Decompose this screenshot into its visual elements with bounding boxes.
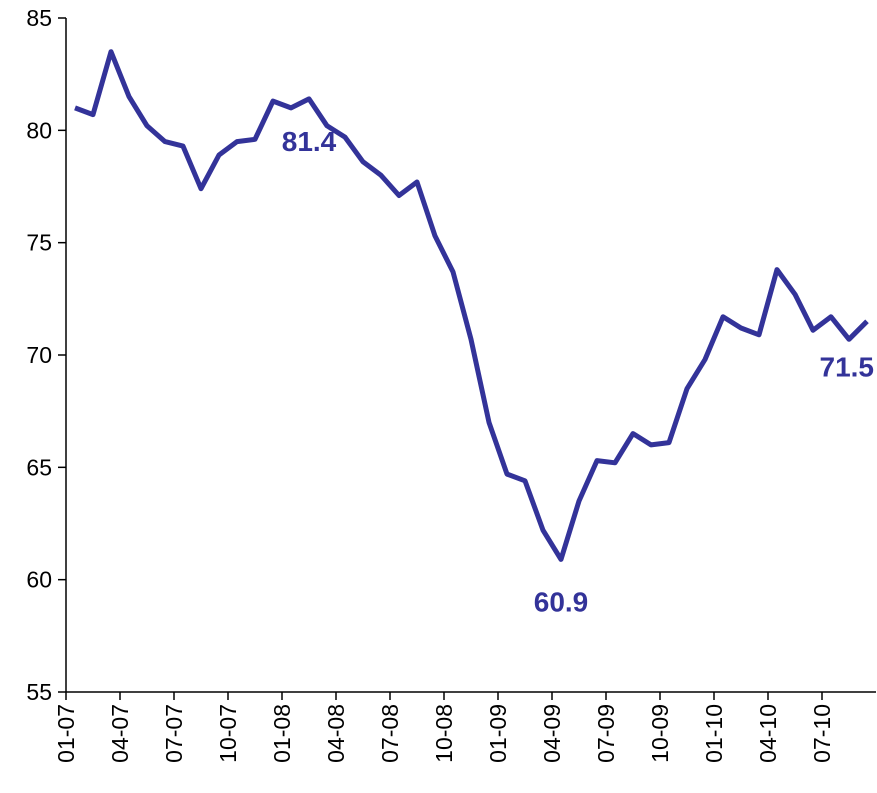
- x-tick-label: 01-09: [485, 704, 511, 763]
- y-tick-label: 80: [26, 117, 52, 143]
- y-tick-label: 55: [26, 679, 52, 705]
- x-tick-label: 01-10: [701, 704, 727, 763]
- y-tick-label: 70: [26, 342, 52, 368]
- y-tick-label: 75: [26, 230, 52, 256]
- x-tick-label: 10-07: [215, 704, 241, 763]
- x-tick-label: 07-07: [161, 704, 187, 763]
- data-label: 60.9: [534, 586, 589, 617]
- x-tick-label: 10-08: [431, 704, 457, 763]
- x-tick-label: 10-09: [647, 704, 673, 763]
- data-label: 81.4: [282, 126, 337, 157]
- x-tick-label: 07-10: [809, 704, 835, 763]
- x-tick-label: 01-07: [53, 704, 79, 763]
- x-tick-label: 04-08: [323, 704, 349, 763]
- y-tick-label: 60: [26, 567, 52, 593]
- y-tick-label: 85: [26, 5, 52, 31]
- x-tick-label: 04-07: [107, 704, 133, 763]
- y-tick-label: 65: [26, 454, 52, 480]
- data-label: 71.5: [820, 351, 875, 382]
- x-tick-label: 01-08: [269, 704, 295, 763]
- data-line: [74, 49, 869, 562]
- x-tick-label: 07-08: [377, 704, 403, 763]
- x-tick-label: 07-09: [593, 704, 619, 763]
- x-tick-label: 04-10: [755, 704, 781, 763]
- x-tick-label: 04-09: [539, 704, 565, 763]
